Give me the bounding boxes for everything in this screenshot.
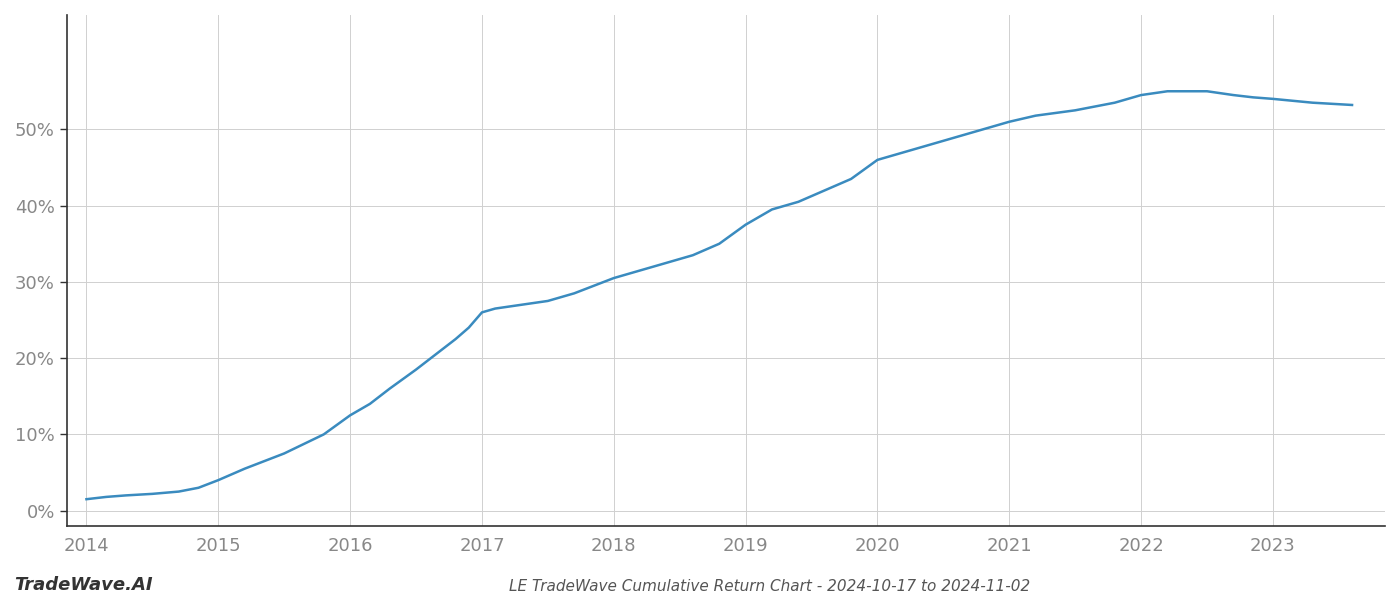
Text: LE TradeWave Cumulative Return Chart - 2024-10-17 to 2024-11-02: LE TradeWave Cumulative Return Chart - 2… bbox=[510, 579, 1030, 594]
Text: TradeWave.AI: TradeWave.AI bbox=[14, 576, 153, 594]
